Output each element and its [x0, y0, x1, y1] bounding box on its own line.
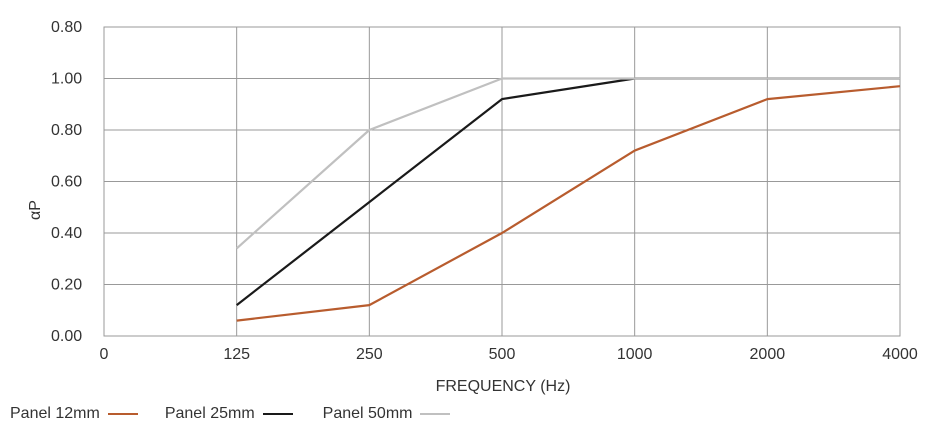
x-tick-label: 500	[489, 346, 516, 363]
series-line-panel-50mm	[235, 77, 900, 250]
y-tick-label: 0.60	[51, 174, 82, 191]
legend-label: Panel 25mm	[164, 405, 255, 422]
x-tick-label: 125	[223, 346, 250, 363]
y-axis-label: αP	[27, 200, 44, 220]
legend-item-panel-25mm: Panel 25mm	[165, 405, 293, 423]
y-tick-label: 0.40	[51, 225, 82, 242]
legend-swatch	[420, 413, 451, 415]
legend: Panel 12mm Panel 25mm Panel 50mm	[10, 404, 472, 424]
x-tick-label: 2000	[750, 346, 786, 363]
legend-label: Panel 50mm	[322, 405, 413, 422]
series-lines	[235, 77, 901, 322]
y-tick-label: 0.80	[51, 19, 82, 36]
legend-item-panel-12mm: Panel 12mm	[10, 405, 138, 423]
grid	[103, 26, 901, 337]
y-axis-ticks: 0.00 0.20 0.40 0.60 0.80 1.00 0.80	[51, 19, 82, 345]
series-line-panel-12mm	[236, 85, 901, 322]
x-axis-ticks: 0 125 250 500 1000 2000 4000	[100, 346, 918, 363]
x-tick-label: 1000	[617, 346, 653, 363]
x-tick-label: 250	[356, 346, 383, 363]
y-tick-label: 0.80	[51, 122, 82, 139]
x-axis-label: FREQUENCY (Hz)	[436, 378, 571, 395]
legend-swatch	[107, 413, 138, 415]
x-tick-label: 0	[100, 346, 109, 363]
y-tick-label: 1.00	[51, 71, 82, 88]
legend-label: Panel 12mm	[10, 405, 100, 422]
y-tick-label: 0.20	[51, 277, 82, 294]
legend-swatch	[262, 413, 293, 415]
legend-item-panel-50mm: Panel 50mm	[323, 405, 451, 423]
y-tick-label: 0.00	[51, 328, 82, 345]
x-tick-label: 4000	[882, 346, 918, 363]
